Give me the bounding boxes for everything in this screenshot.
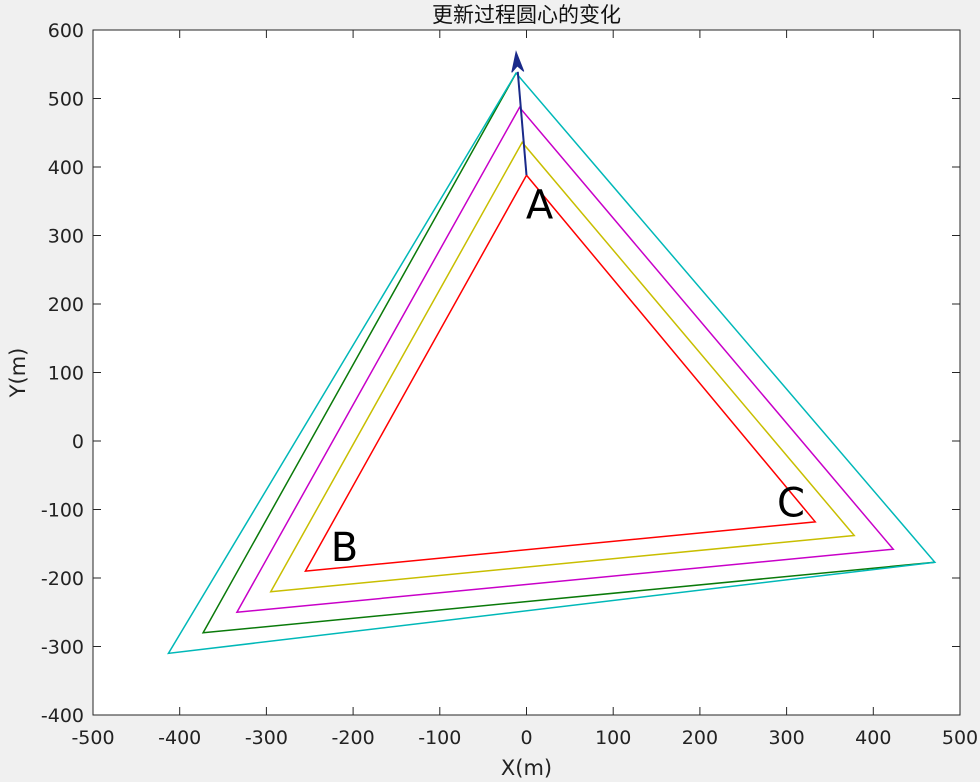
arrow-head — [511, 50, 525, 73]
y-tick-label: -200 — [41, 568, 84, 590]
x-axis-label: X(m) — [501, 756, 552, 780]
ticks: -500 -400 -300 -200 -100 0 100 200 300 400 500-400… — [41, 20, 978, 749]
series-group — [167, 71, 937, 655]
series-line-5 — [167, 71, 937, 655]
chart-title: 更新过程圆心的变化 — [432, 3, 621, 27]
y-tick-label: 0 — [72, 431, 84, 453]
series-line-1 — [304, 173, 817, 573]
y-tick-label: 100 — [48, 363, 84, 385]
point-label-c: C — [777, 481, 805, 527]
y-tick-label: 400 — [48, 157, 84, 179]
plot-area — [92, 29, 961, 716]
arrow-shaft — [516, 71, 528, 176]
annotations: A B C — [331, 183, 805, 571]
point-label-a: A — [526, 183, 554, 229]
y-tick-label: 500 — [48, 89, 84, 111]
x-tick-label: 300 — [768, 727, 804, 749]
y-tick-label: -400 — [41, 705, 84, 727]
x-tick-label: -500 — [71, 727, 114, 749]
x-tick-label: 500 — [942, 727, 978, 749]
point-label-b: B — [331, 525, 358, 571]
y-tick-label: -300 — [41, 637, 84, 659]
direction-arrow — [511, 50, 528, 176]
y-tick-label: 600 — [48, 20, 84, 42]
x-tick-label: -100 — [418, 727, 461, 749]
x-tick-label: 200 — [682, 727, 718, 749]
x-tick-label: -300 — [245, 727, 288, 749]
x-tick-label: 0 — [520, 727, 532, 749]
x-tick-label: 100 — [595, 727, 631, 749]
series-line-3 — [235, 106, 895, 614]
y-tick-label: -100 — [41, 500, 84, 522]
y-tick-label: 200 — [48, 294, 84, 316]
y-axis-label: Y(m) — [6, 348, 30, 399]
series-line-2 — [269, 141, 856, 593]
y-tick-label: 300 — [48, 226, 84, 248]
series-line-4 — [201, 72, 935, 634]
x-tick-label: -400 — [158, 727, 201, 749]
x-tick-label: -200 — [332, 727, 375, 749]
x-tick-label: 400 — [855, 727, 891, 749]
